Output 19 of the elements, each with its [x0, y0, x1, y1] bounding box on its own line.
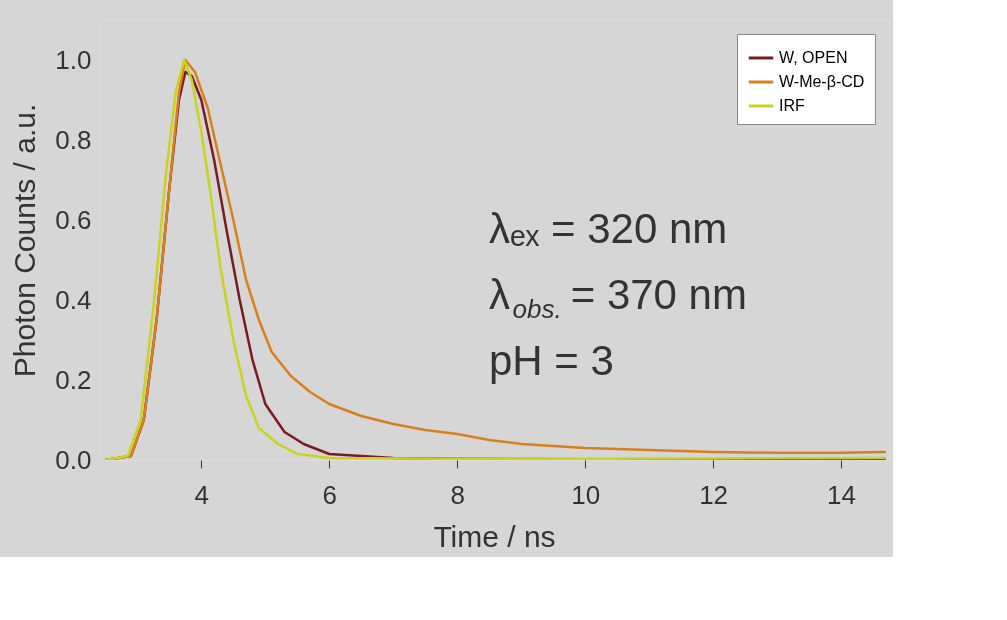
y-axis-title: Photon Counts / a.u. — [8, 103, 42, 378]
legend-label: W, OPEN — [779, 49, 848, 66]
x-tick-label: 10 — [571, 479, 601, 510]
y-tick-label: 0.8 — [55, 124, 92, 155]
x-tick-label: 4 — [194, 479, 210, 510]
y-tick-label: 0.4 — [55, 284, 92, 315]
x-tick-label: 14 — [827, 479, 856, 510]
y-tick-label: 0.2 — [55, 364, 92, 395]
x-axis-title: Time / ns — [433, 519, 556, 553]
legend-label: W-Me-β-CD — [779, 73, 865, 90]
annotation: λₑₓ = 320 nm — [489, 205, 728, 252]
x-tick-label: 12 — [699, 479, 729, 510]
y-tick-label: 0.6 — [55, 204, 92, 235]
y-tick-label: 1.0 — [55, 44, 92, 75]
annotation: pH = 3 — [489, 337, 614, 384]
y-tick-label: 0.0 — [55, 444, 92, 475]
x-tick-label: 8 — [450, 479, 465, 510]
x-tick-label: 6 — [322, 479, 338, 510]
legend-label: IRF — [779, 97, 805, 114]
